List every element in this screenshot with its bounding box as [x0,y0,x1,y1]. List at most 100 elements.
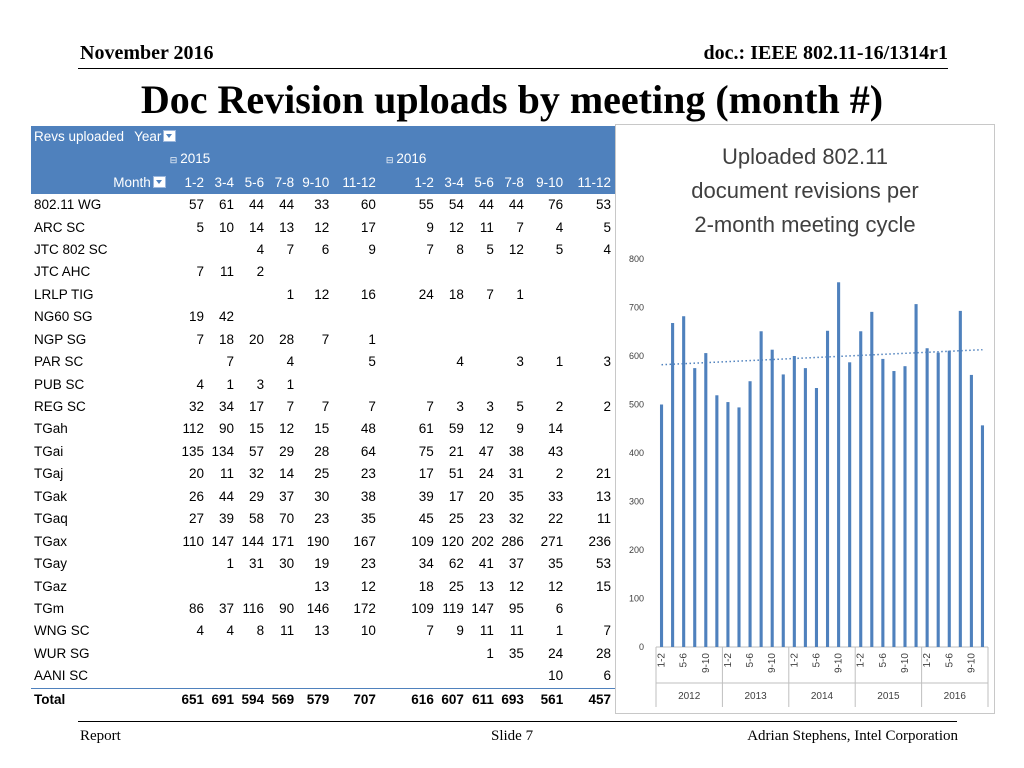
value-cell [380,351,438,373]
year-group-label: 2012 [678,691,701,702]
value-cell: 30 [314,488,330,504]
value-cell: 11 [280,623,295,639]
table-row: REG SC 32 34 17 7 7 7 7 3 3 5 2 2 [31,396,615,418]
table-row: TGah 112 90 15 12 15 48 61 59 12 9 14 [31,418,615,440]
x-tick-label: 1-2 [856,653,867,668]
value-cell [567,418,615,440]
value-cell: 2 [603,399,611,415]
value-cell [298,665,333,688]
value-cell: 12 [279,421,295,437]
value-cell [468,665,498,688]
value-cell: 4 [286,354,295,370]
row-label: JTC 802 SC [34,241,108,257]
value-cell: 18 [418,578,434,594]
value-cell: 12 [508,241,524,257]
value-cell: 41 [478,556,494,572]
year-header-2016[interactable]: ⊟ 2016 [379,148,615,172]
month-header: 1-2 [169,171,209,194]
value-cell [298,351,333,373]
value-cell: 32 [189,399,205,415]
pivot-month-row: Month 1-2 3-4 5-6 7-8 9-10 11-12 1-2 3-4 5-6 7-8 9-… [31,171,615,194]
month-header: 3-4 [208,171,239,194]
chart-title-line: document revisions per [691,178,918,203]
value-cell: 17 [448,488,464,504]
table-row: AANI SC 10 6 [31,665,615,688]
value-cell: 1 [226,556,235,572]
month-header: 9-10 [298,171,334,194]
bar [748,381,752,647]
year-group-label: 2015 [877,691,900,702]
value-cell: 51 [448,466,464,482]
value-cell [238,643,268,665]
x-tick-label: 5-6 [944,653,955,668]
value-cell [438,643,468,665]
chart-title-line: 2-month meeting cycle [694,212,915,237]
value-cell: 14 [548,421,564,437]
table-row: TGaq 27 39 58 70 23 35 45 25 23 32 22 11 [31,508,615,530]
value-cell: 19 [314,556,330,572]
value-cell: 7 [368,399,376,415]
pivot-table: Revs uploaded Year ⊟ 2015 ⊟ 2016 Month 1-2 3-4 5-… [31,126,615,711]
value-cell: 13 [314,623,330,639]
value-cell: 55 [418,197,434,213]
value-cell [468,373,498,395]
value-cell: 62 [448,556,464,572]
collapse-icon[interactable]: ⊟ [169,155,178,166]
year-label: 2015 [180,151,211,167]
value-cell: 7 [486,286,494,302]
value-cell [333,261,380,283]
value-cell: 5 [516,399,524,415]
year-group-label: 2014 [811,691,834,702]
value-cell: 5 [603,219,611,235]
value-cell: 38 [508,443,524,459]
value-cell [567,441,615,463]
pivot-header-blank [208,126,615,149]
year-header-2015[interactable]: ⊟ 2015 [169,148,380,172]
collapse-icon[interactable]: ⊟ [385,155,394,166]
value-cell [567,306,615,328]
value-cell: 13 [595,488,611,504]
value-cell: 21 [448,443,464,459]
value-cell: 7 [196,331,205,347]
value-cell [438,329,468,351]
month-filter-dropdown-icon[interactable] [152,175,166,188]
value-cell [468,351,498,373]
value-cell: 31 [249,556,265,572]
bar [671,323,675,647]
table-row: NGP SG 7 18 20 28 7 1 [31,329,615,351]
value-cell: 4 [456,354,464,370]
bar [659,404,664,647]
value-cell: 11 [220,264,235,280]
table-row: TGai 135 134 57 29 28 64 75 21 47 38 43 [31,441,615,463]
value-cell: 5 [486,241,494,257]
bar [726,402,730,647]
value-cell: 1 [516,286,524,302]
value-cell: 134 [211,443,235,459]
x-tick-label: 1-2 [657,653,668,668]
value-cell: 24 [418,286,434,302]
year-filter-dropdown-icon[interactable] [163,130,177,143]
value-cell: 59 [448,421,464,437]
row-label: REG SC [34,399,86,415]
value-cell: 45 [418,511,434,527]
row-label: 802.11 WG [34,197,102,213]
total-row: Total 651 691 594 569 579 707 616 607 611 693 561 45… [31,687,615,711]
value-cell: 26 [189,488,205,504]
value-cell [438,306,468,328]
value-cell: 120 [441,533,464,549]
value-cell [438,665,468,688]
y-tick-label: 100 [629,594,644,604]
value-cell [208,643,238,665]
value-cell: 12 [314,219,330,235]
value-cell: 28 [595,645,611,661]
value-cell: 12 [314,286,330,302]
value-cell [498,261,528,283]
value-cell: 44 [508,197,524,213]
month-field-label: Month [113,174,151,190]
value-cell [380,665,438,688]
value-cell: 9 [368,241,376,257]
value-cell: 33 [314,197,330,213]
row-label: TGaj [34,466,64,482]
value-cell: 27 [189,511,205,527]
value-cell [380,373,438,395]
